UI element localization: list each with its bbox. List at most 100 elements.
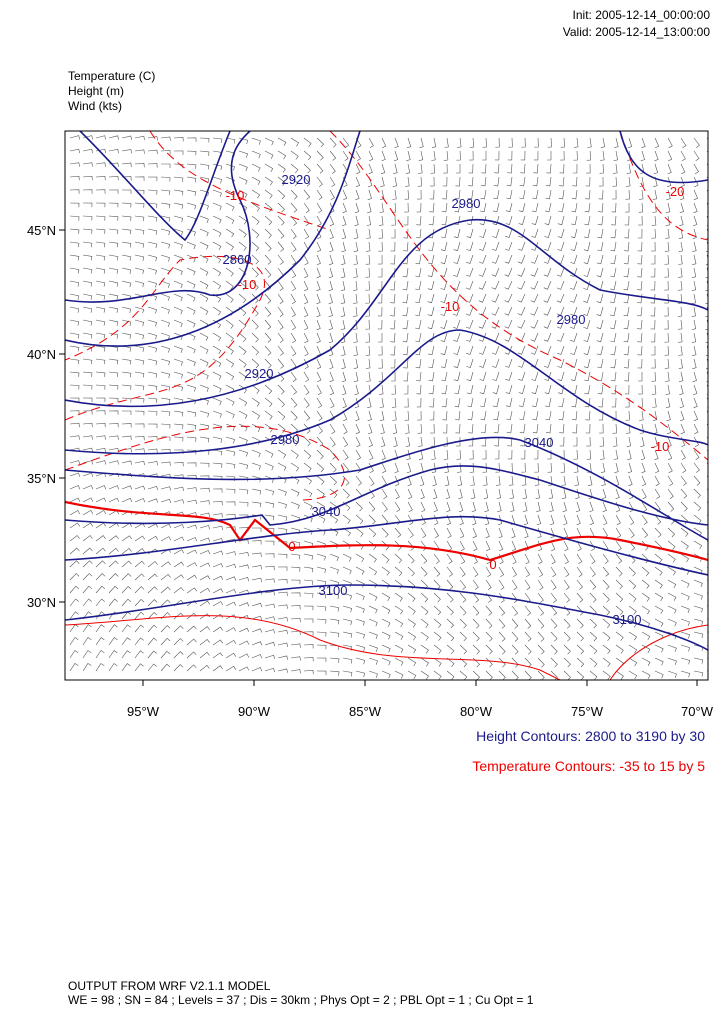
wind-barb bbox=[173, 664, 184, 672]
wind-barb bbox=[480, 423, 487, 434]
wind-barb bbox=[665, 215, 670, 226]
wind-barb bbox=[199, 575, 211, 581]
wind-barb bbox=[69, 522, 80, 529]
wind-barb bbox=[557, 215, 565, 226]
wind-barb bbox=[407, 553, 415, 564]
wind-barb bbox=[199, 150, 210, 156]
wind-barb bbox=[365, 319, 370, 330]
wind-barb bbox=[654, 553, 663, 564]
wind-barb bbox=[379, 397, 384, 408]
wind-barb bbox=[95, 573, 106, 581]
wind-barb bbox=[121, 358, 132, 365]
wind-barb bbox=[664, 319, 669, 330]
wind-barb bbox=[277, 358, 285, 369]
wind-barb bbox=[440, 280, 448, 290]
wind-barb bbox=[556, 280, 565, 290]
wind-barb bbox=[498, 657, 506, 668]
wind-barb bbox=[505, 397, 513, 408]
wind-barb bbox=[615, 644, 624, 654]
wind-barb bbox=[264, 436, 274, 446]
wind-barb bbox=[639, 189, 644, 200]
wind-barb bbox=[543, 267, 552, 277]
wind-barb bbox=[431, 449, 436, 460]
wind-barb bbox=[454, 410, 461, 421]
wind-barb bbox=[342, 449, 349, 460]
wind-barb bbox=[173, 267, 183, 276]
wind-barb bbox=[147, 586, 158, 594]
wind-barb bbox=[524, 566, 531, 577]
wind-barb bbox=[264, 176, 273, 186]
wind-barb bbox=[199, 651, 210, 659]
wind-barb bbox=[264, 616, 275, 621]
wind-barb bbox=[290, 371, 297, 382]
wind-barb bbox=[627, 462, 633, 474]
wind-barb bbox=[532, 410, 539, 421]
wind-barb bbox=[95, 254, 106, 261]
wind-barb bbox=[134, 202, 145, 208]
wind-barb bbox=[480, 189, 487, 200]
wind-barb bbox=[508, 137, 513, 148]
wind-barb bbox=[569, 293, 578, 303]
wind-barb bbox=[418, 436, 423, 447]
wind-barb bbox=[69, 535, 80, 542]
wind-barb bbox=[238, 436, 248, 445]
wind-barb bbox=[225, 319, 234, 329]
wind-barb bbox=[575, 488, 580, 499]
height-label: 3100 bbox=[319, 583, 348, 598]
wind-barb bbox=[328, 319, 333, 330]
wind-barb bbox=[556, 267, 565, 277]
wind-barb bbox=[121, 149, 132, 154]
wind-barb bbox=[342, 423, 348, 435]
wind-barb bbox=[428, 371, 435, 382]
wind-barb bbox=[199, 664, 210, 672]
wind-barb bbox=[381, 436, 386, 448]
wind-barb bbox=[431, 150, 436, 161]
wind-barb bbox=[576, 514, 581, 526]
wind-barb bbox=[264, 150, 274, 159]
wind-barb bbox=[394, 462, 399, 474]
wind-barb bbox=[680, 475, 687, 486]
wind-barb bbox=[173, 524, 185, 529]
wind-barb bbox=[430, 423, 435, 434]
wind-barb bbox=[394, 553, 403, 564]
wind-barb bbox=[586, 449, 592, 460]
wind-barb bbox=[95, 637, 105, 646]
wind-barb bbox=[342, 670, 353, 677]
wind-barb bbox=[393, 163, 398, 174]
wind-barb bbox=[353, 358, 359, 369]
wind-barb bbox=[377, 306, 383, 317]
wind-barb bbox=[277, 293, 284, 304]
lat-label: 40°N bbox=[27, 347, 56, 362]
wind-barb bbox=[353, 280, 358, 291]
wind-barb bbox=[173, 587, 184, 594]
wind-barb bbox=[160, 384, 171, 391]
wind-barb bbox=[666, 176, 672, 187]
wind-barb bbox=[212, 280, 222, 290]
wind-barb bbox=[446, 553, 453, 564]
wind-barb bbox=[199, 587, 211, 594]
wind-barb bbox=[705, 293, 708, 304]
wind-barb bbox=[251, 449, 261, 458]
wind-barb bbox=[303, 475, 312, 485]
wind-barb bbox=[610, 228, 617, 239]
wind-barb bbox=[316, 358, 322, 370]
wind-barb bbox=[571, 202, 578, 213]
wind-barb bbox=[640, 449, 646, 461]
wind-barb bbox=[610, 280, 617, 291]
wind-barb bbox=[303, 163, 311, 174]
wind-barb bbox=[576, 553, 583, 564]
wind-barb bbox=[69, 485, 81, 490]
wind-barb bbox=[667, 137, 673, 149]
wind-barb bbox=[108, 228, 119, 235]
wind-barb bbox=[173, 410, 184, 417]
wind-barb bbox=[147, 423, 158, 429]
wind-barb bbox=[433, 670, 442, 680]
wind-barb bbox=[545, 423, 552, 434]
wind-barb bbox=[550, 579, 557, 590]
wind-barb bbox=[572, 163, 578, 174]
wind-barb bbox=[641, 631, 651, 641]
footer-line: OUTPUT FROM WRF V2.1.1 MODEL bbox=[68, 979, 271, 993]
wind-barb bbox=[238, 551, 249, 557]
wind-barb bbox=[402, 293, 409, 304]
wind-barb bbox=[277, 176, 286, 186]
